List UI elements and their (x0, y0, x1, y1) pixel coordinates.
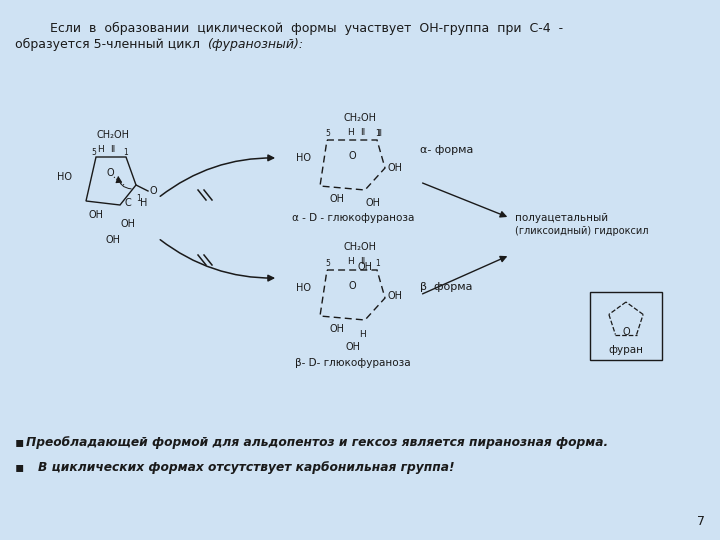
Text: C: C (125, 198, 131, 208)
Text: CH₂OH: CH₂OH (343, 113, 377, 123)
Bar (590, 292, 662, 360)
Text: OH: OH (330, 194, 344, 204)
Text: В циклических формах отсутствует карбонильная группа!: В циклических формах отсутствует карбони… (38, 461, 454, 474)
Text: H: H (346, 128, 354, 137)
Text: α- форма: α- форма (420, 145, 473, 155)
Text: II: II (361, 128, 366, 137)
Text: CH₂OH: CH₂OH (96, 130, 130, 140)
Text: O: O (106, 168, 114, 178)
Text: OH: OH (120, 219, 135, 229)
Text: 1: 1 (375, 129, 379, 138)
Text: OH: OH (330, 324, 344, 334)
Text: OH: OH (346, 342, 361, 352)
Text: II: II (110, 145, 116, 154)
Text: β- D- глюкофураноза: β- D- глюкофураноза (295, 358, 411, 368)
Text: HO: HO (296, 283, 311, 293)
Text: фуран: фуран (608, 345, 644, 355)
Text: O: O (622, 327, 630, 337)
Text: O: O (348, 281, 356, 291)
Text: H: H (140, 198, 148, 208)
Text: 1: 1 (136, 194, 140, 203)
Text: II: II (377, 129, 382, 138)
Text: 1: 1 (124, 148, 128, 157)
Text: H: H (359, 330, 366, 339)
Text: β  форма: β форма (420, 282, 472, 292)
Text: ▪: ▪ (15, 435, 24, 449)
Text: OH: OH (387, 163, 402, 173)
Text: 5: 5 (91, 148, 96, 157)
Text: Если  в  образовании  циклической  формы  участвует  ОН-группа  при  С-4  -: Если в образовании циклической формы уча… (50, 22, 563, 35)
Text: H: H (346, 257, 354, 266)
Text: O: O (348, 151, 356, 161)
Text: OH: OH (358, 262, 372, 272)
Text: II: II (361, 257, 366, 266)
Text: 5: 5 (325, 259, 330, 268)
Text: 7: 7 (697, 515, 705, 528)
Text: образуется 5-членный цикл: образуется 5-членный цикл (15, 38, 204, 51)
Text: H: H (96, 145, 104, 154)
Text: HO: HO (296, 153, 311, 163)
Text: 1: 1 (375, 259, 379, 268)
Text: O: O (149, 186, 157, 196)
Text: OH: OH (89, 210, 104, 220)
Text: полуацетальный: полуацетальный (515, 213, 608, 223)
Text: OH: OH (106, 235, 120, 245)
Text: Преобладающей формой для альдопентоз и гексоз является пиранозная форма.: Преобладающей формой для альдопентоз и г… (26, 436, 608, 449)
Text: CH₂OH: CH₂OH (343, 242, 377, 252)
Text: ▪: ▪ (15, 460, 24, 474)
Text: OH: OH (366, 198, 380, 208)
Text: (гликсоидный) гидроксил: (гликсоидный) гидроксил (515, 226, 649, 236)
Text: HO: HO (57, 172, 72, 182)
Text: α - D - глюкофураноза: α - D - глюкофураноза (292, 213, 414, 223)
Text: 5: 5 (325, 129, 330, 138)
Text: (фуранозный):: (фуранозный): (207, 38, 303, 51)
Text: OH: OH (387, 291, 402, 301)
